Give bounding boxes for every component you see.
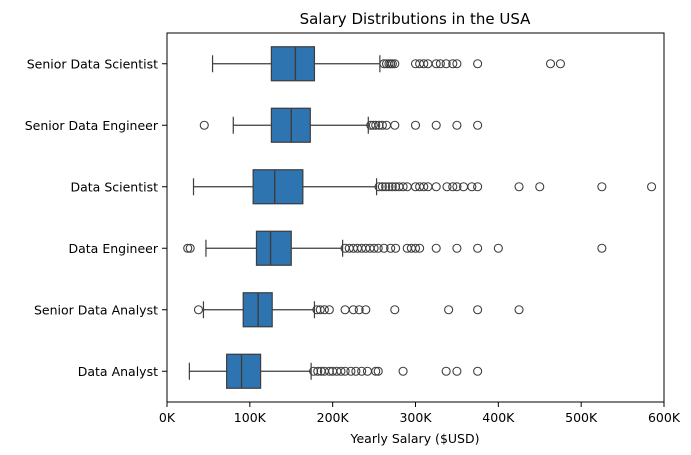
outlier-point (435, 59, 445, 69)
outlier-point (441, 366, 451, 376)
x-tick-label: 500K (565, 410, 598, 425)
x-tick-label: 400K (482, 410, 515, 425)
y-tick-label: Data Engineer (69, 241, 159, 256)
outlier-point (410, 243, 421, 253)
outlier-point (193, 305, 204, 315)
outlier-point (431, 59, 441, 69)
outlier-point (493, 243, 503, 253)
chart-title: Salary Distributions in the USA (300, 10, 532, 28)
outlier-point (336, 366, 346, 376)
outlier-point (369, 243, 379, 253)
outlier-point (361, 305, 371, 315)
outlier-point (398, 366, 408, 376)
outlier-point (514, 305, 524, 315)
box-iqr (252, 169, 304, 205)
outlier-point (473, 120, 483, 130)
outlier-point (373, 366, 383, 376)
box-iqr (226, 353, 262, 389)
outlier-point (597, 182, 607, 192)
box-iqr (255, 230, 292, 266)
y-tick-label: Data Scientist (71, 179, 159, 194)
outlier-point (448, 182, 458, 192)
x-tick-label: 200K (317, 410, 350, 425)
outlier-point (357, 366, 367, 376)
outlier-point (444, 305, 454, 315)
outlier-point (442, 182, 452, 192)
outlier-point (419, 59, 429, 69)
outlier-point (431, 243, 441, 253)
outlier-point (348, 305, 358, 315)
outlier-point (535, 182, 545, 192)
outlier-point (351, 366, 361, 376)
outlier-point (448, 59, 458, 69)
outlier-point (390, 59, 400, 69)
x-axis-title: Yearly Salary ($USD) (350, 431, 480, 446)
outlier-point (340, 305, 350, 315)
outlier-point (419, 182, 429, 192)
x-tick-label: 0K (159, 410, 176, 425)
box-iqr (270, 46, 316, 82)
outlier-point (452, 182, 462, 192)
outlier-point (545, 59, 556, 69)
outlier-point (390, 120, 400, 130)
outlier-point (415, 243, 425, 253)
outlier-point (452, 59, 462, 69)
outlier-point (387, 182, 397, 192)
outlier-point (371, 366, 381, 376)
outlier-point (340, 366, 350, 376)
outlier-point (386, 243, 396, 253)
outlier-point (185, 243, 195, 253)
outlier-point (473, 59, 483, 69)
outlier-point (324, 305, 334, 315)
y-tick-label: Senior Data Analyst (34, 302, 158, 317)
outlier-point (371, 120, 381, 130)
outlier-point (390, 305, 400, 315)
outlier-point (391, 243, 401, 253)
outlier-point (410, 120, 421, 130)
outlier-point (597, 243, 607, 253)
y-tick-label: Data Analyst (78, 364, 158, 379)
outlier-point (319, 305, 329, 315)
outlier-point (384, 182, 394, 192)
y-tick-label: Senior Data Engineer (25, 118, 159, 133)
y-tick-label: Senior Data Scientist (27, 56, 158, 71)
outlier-point (377, 120, 387, 130)
outlier-point (346, 366, 356, 376)
outlier-point (362, 366, 373, 376)
outlier-point (368, 120, 378, 130)
outlier-point (452, 366, 462, 376)
plot-frame (166, 32, 665, 403)
outlier-point (452, 120, 462, 130)
outlier-point (199, 120, 209, 130)
outlier-point (473, 182, 483, 192)
outlier-point (387, 59, 397, 69)
outlier-point (473, 305, 483, 315)
outlier-point (473, 366, 483, 376)
outlier-point (374, 182, 384, 192)
outlier-point (555, 59, 566, 69)
outlier-point (315, 305, 325, 315)
outlier-point (467, 182, 477, 192)
x-tick-label: 600K (648, 410, 681, 425)
outlier-point (354, 305, 364, 315)
outlier-point (373, 243, 383, 253)
outlier-point (452, 243, 462, 253)
outlier-point (381, 182, 391, 192)
outlier-point (379, 243, 389, 253)
x-tick-label: 100K (234, 410, 267, 425)
outlier-point (473, 243, 483, 253)
outlier-point (441, 59, 451, 69)
outlier-point (377, 182, 387, 192)
outlier-point (647, 182, 657, 192)
outlier-point (398, 182, 408, 192)
outlier-point (183, 243, 193, 253)
x-tick-label: 300K (399, 410, 432, 425)
outlier-point (313, 366, 323, 376)
outlier-point (514, 182, 524, 192)
outlier-point (431, 182, 441, 192)
outlier-point (431, 120, 441, 130)
